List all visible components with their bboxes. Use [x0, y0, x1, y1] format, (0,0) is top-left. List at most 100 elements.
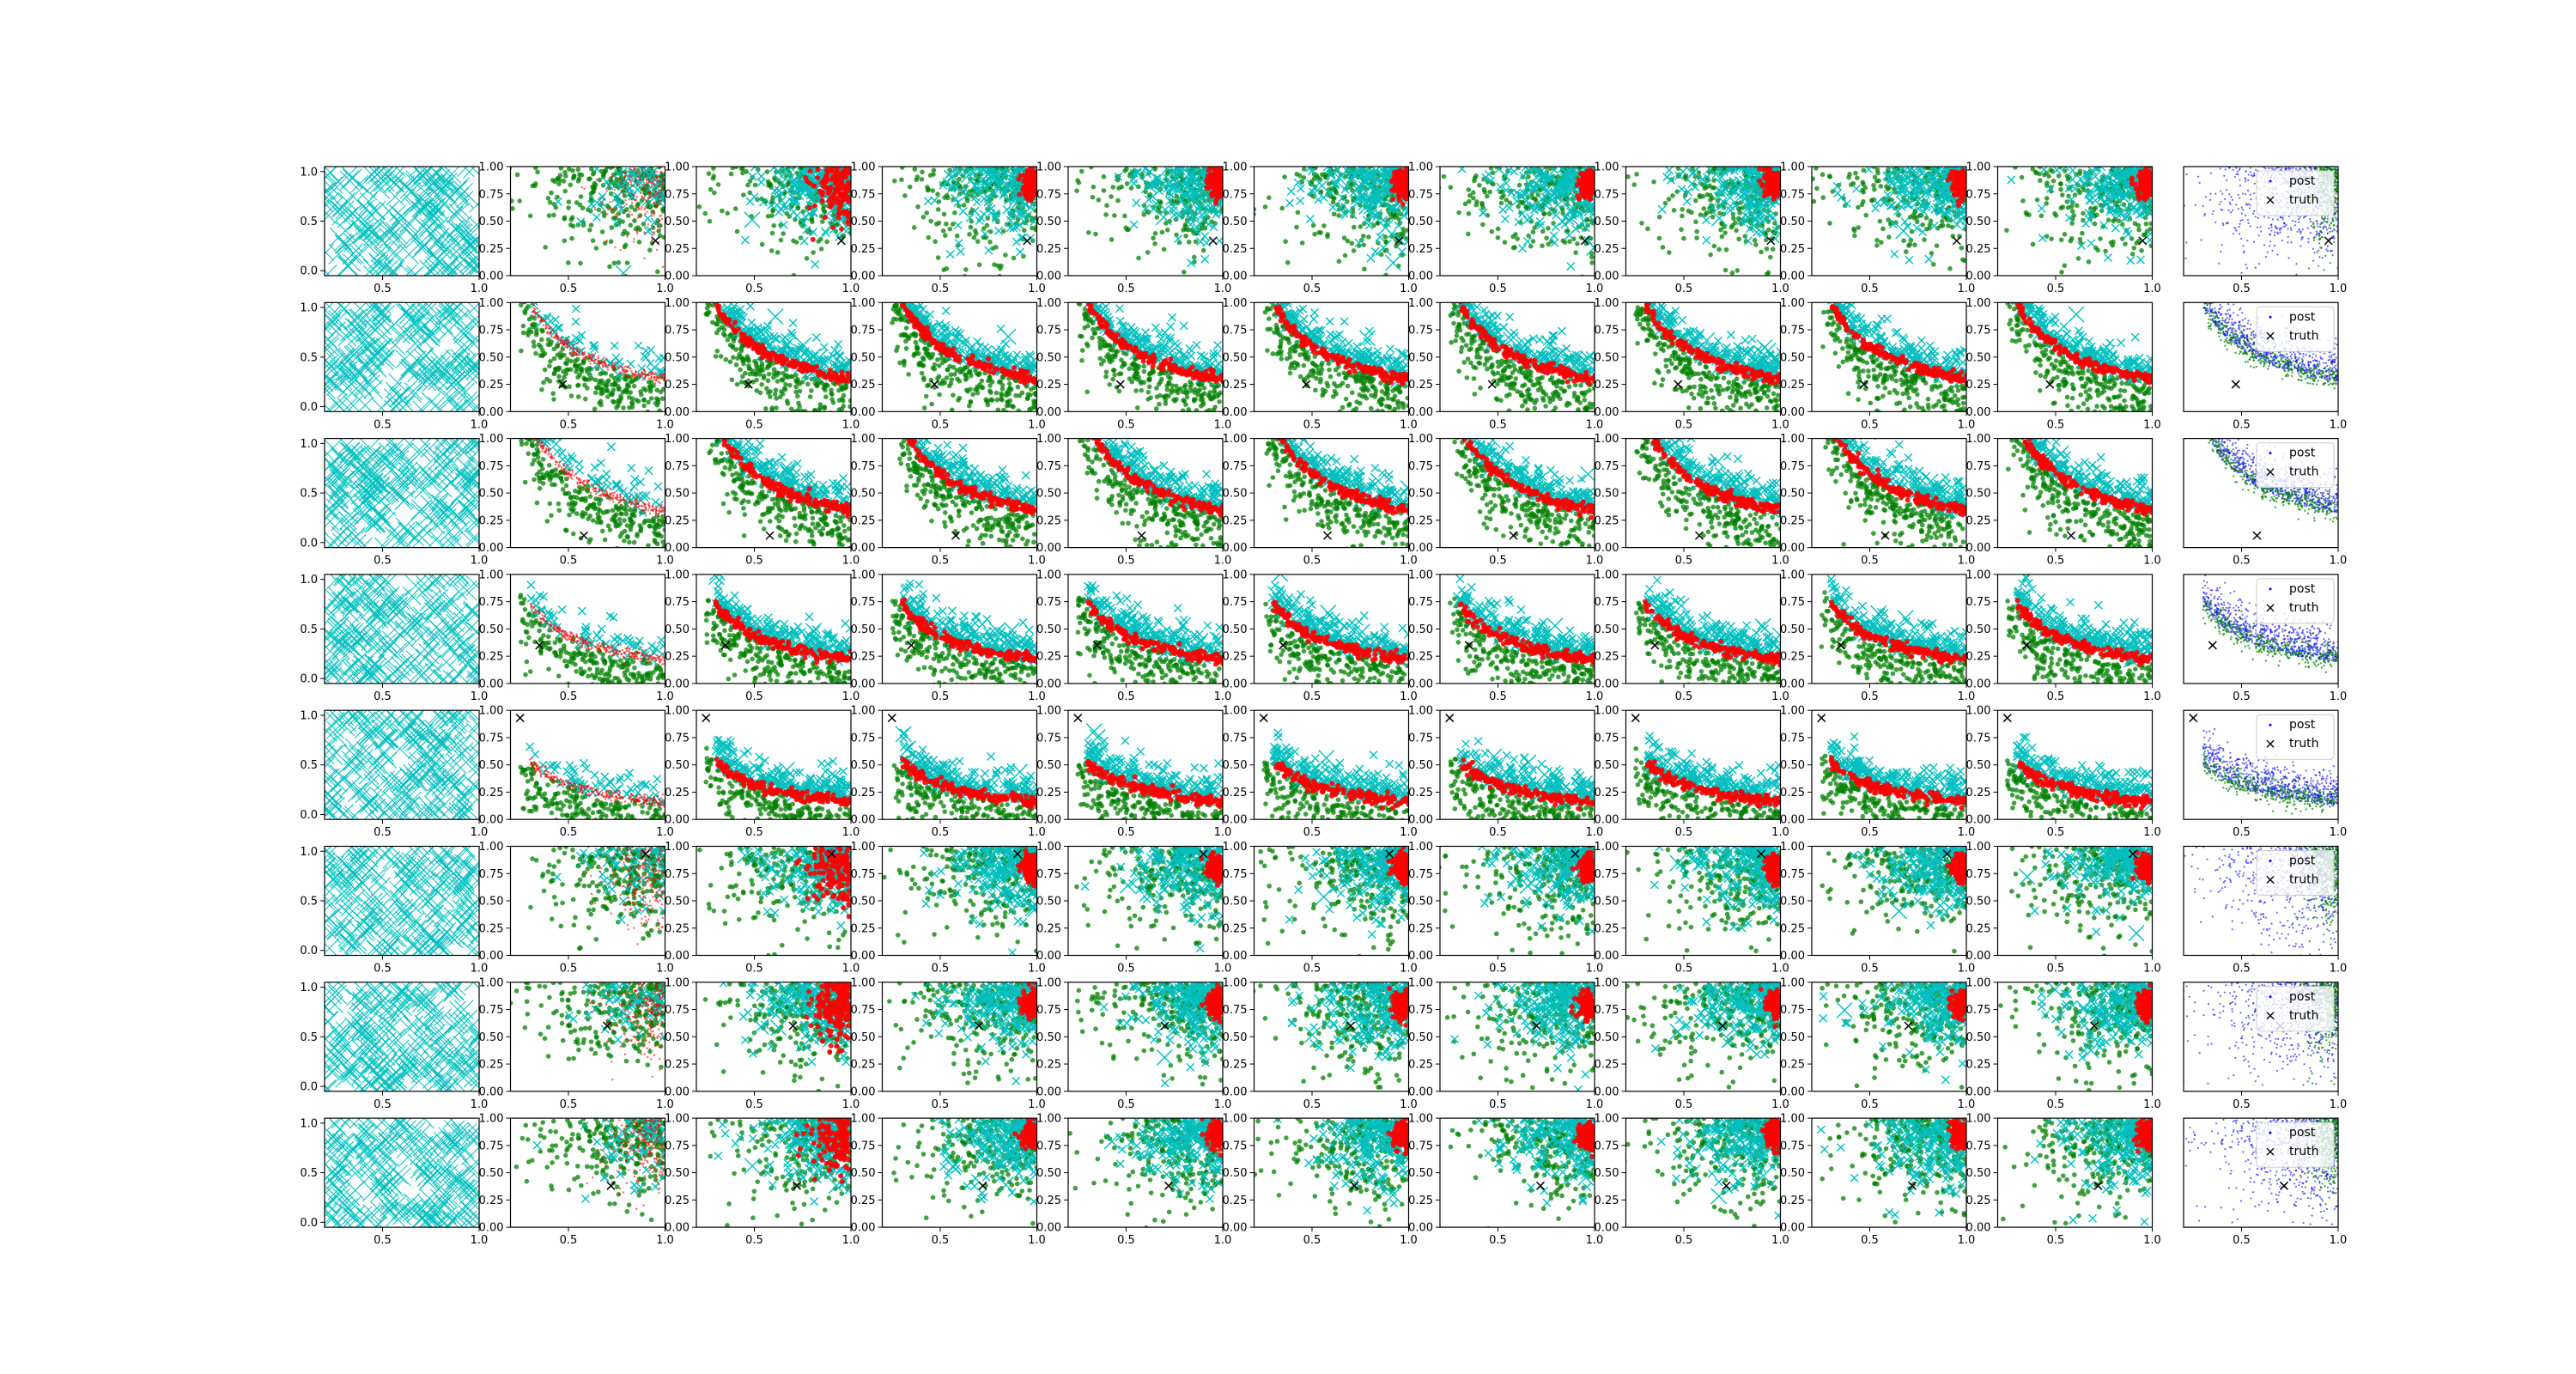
green-point	[1358, 224, 1364, 229]
red-point	[641, 187, 643, 189]
red-point	[647, 198, 648, 199]
green-point	[1680, 207, 1685, 212]
green-point	[770, 231, 775, 236]
red-point	[623, 212, 624, 214]
y-tick-label: 0.75	[665, 188, 690, 201]
red-point	[650, 157, 652, 159]
red-point	[833, 181, 838, 186]
cyan-x-point	[1499, 206, 1507, 214]
plot-area	[1789, 163, 1974, 316]
green-point	[691, 205, 696, 210]
red-point	[621, 186, 623, 188]
cyan-x-point	[954, 222, 962, 229]
green-point	[771, 223, 776, 228]
green-point	[933, 240, 938, 245]
cyan-x-point	[1522, 163, 1529, 171]
red-point	[1771, 185, 1777, 191]
green-point	[1331, 200, 1336, 205]
green-point	[1115, 198, 1121, 204]
green-point	[1960, 258, 1965, 263]
red-point	[843, 185, 848, 191]
red-point	[635, 184, 637, 185]
red-point	[655, 150, 657, 152]
red-point	[826, 191, 831, 196]
x-tick-label: 1.0	[656, 283, 674, 295]
green-point	[1615, 176, 1620, 181]
green-point	[655, 270, 660, 275]
green-point	[740, 171, 745, 176]
red-point	[640, 179, 641, 181]
red-point	[1400, 202, 1406, 207]
red-point	[821, 184, 826, 189]
green-point	[533, 181, 538, 186]
plot-area	[490, 107, 669, 343]
x-tick-label: 1.0	[1214, 283, 1232, 295]
red-point	[624, 187, 626, 189]
red-point	[646, 179, 647, 180]
green-point	[1789, 173, 1794, 179]
green-point	[1343, 253, 1348, 258]
cyan-x-point	[319, 264, 337, 283]
green-point	[1811, 176, 1816, 181]
green-point	[1394, 307, 1399, 312]
red-point	[1583, 192, 1589, 198]
cyan-x-point	[349, 244, 368, 263]
cyan-x-point	[800, 237, 808, 245]
red-point	[846, 144, 851, 149]
red-point	[1770, 173, 1775, 179]
red-point	[637, 216, 639, 218]
green-point	[1694, 235, 1699, 240]
green-point	[1504, 198, 1510, 203]
red-point	[639, 178, 641, 179]
red-point	[659, 172, 661, 173]
green-point	[1874, 243, 1880, 248]
red-point	[1023, 179, 1028, 184]
red-point	[616, 216, 617, 218]
subplot-r1-c2: 0.5 1.00.000.250.500.751.00	[479, 107, 674, 343]
green-point	[1667, 250, 1672, 255]
green-point	[926, 188, 931, 193]
red-point	[626, 159, 628, 161]
green-point	[1929, 251, 1935, 256]
green-point	[1482, 187, 1487, 192]
green-point	[1145, 250, 1151, 255]
red-point	[659, 141, 660, 143]
green-point	[716, 182, 721, 187]
red-point	[844, 152, 849, 157]
red-point	[653, 202, 654, 204]
green-point	[1657, 215, 1662, 220]
cyan-x-point	[380, 220, 398, 238]
red-point	[599, 197, 601, 198]
red-point	[607, 185, 609, 186]
green-point	[1655, 277, 1660, 282]
green-point	[962, 203, 967, 208]
green-point	[740, 167, 745, 172]
green-point	[623, 243, 629, 248]
red-point	[1026, 198, 1031, 203]
red-point	[660, 184, 662, 185]
cyan-x-point	[1727, 206, 1735, 214]
red-point	[631, 202, 633, 204]
green-point	[1573, 250, 1578, 255]
red-point	[659, 133, 661, 135]
green-point	[948, 227, 953, 232]
red-point	[580, 141, 582, 143]
y-tick-label: 0.25	[851, 243, 876, 256]
green-point	[769, 248, 775, 253]
green-point	[1456, 210, 1461, 216]
red-point	[1389, 179, 1394, 184]
green-point	[1001, 228, 1006, 234]
green-point	[708, 187, 714, 192]
green-point	[1449, 185, 1454, 190]
green-point	[587, 228, 592, 233]
green-point	[1296, 210, 1301, 215]
green-point	[1182, 270, 1187, 275]
green-point	[1242, 204, 1248, 209]
red-point	[637, 176, 639, 178]
green-point	[1533, 197, 1538, 202]
green-point	[589, 167, 594, 172]
green-point	[1311, 223, 1316, 228]
red-point	[662, 150, 664, 152]
green-point	[1160, 230, 1165, 235]
red-point	[823, 215, 828, 220]
